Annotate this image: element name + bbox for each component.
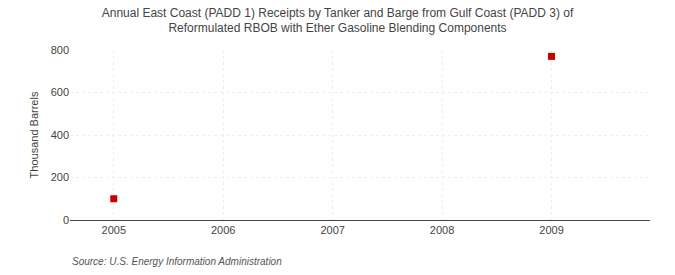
svg-text:2007: 2007: [320, 224, 344, 236]
svg-text:Thousand Barrels: Thousand Barrels: [28, 91, 40, 178]
svg-text:400: 400: [51, 129, 69, 141]
svg-text:800: 800: [51, 44, 69, 56]
svg-text:2008: 2008: [430, 224, 454, 236]
svg-text:2005: 2005: [102, 224, 126, 236]
svg-text:Source: U.S. Energy Informatio: Source: U.S. Energy Information Administ…: [72, 256, 282, 267]
svg-text:Annual East Coast (PADD 1) Rec: Annual East Coast (PADD 1) Receipts by T…: [102, 6, 574, 36]
svg-text:600: 600: [51, 86, 69, 98]
svg-text:0: 0: [63, 214, 69, 226]
svg-text:2009: 2009: [539, 224, 563, 236]
svg-text:200: 200: [51, 171, 69, 183]
svg-text:2006: 2006: [211, 224, 235, 236]
